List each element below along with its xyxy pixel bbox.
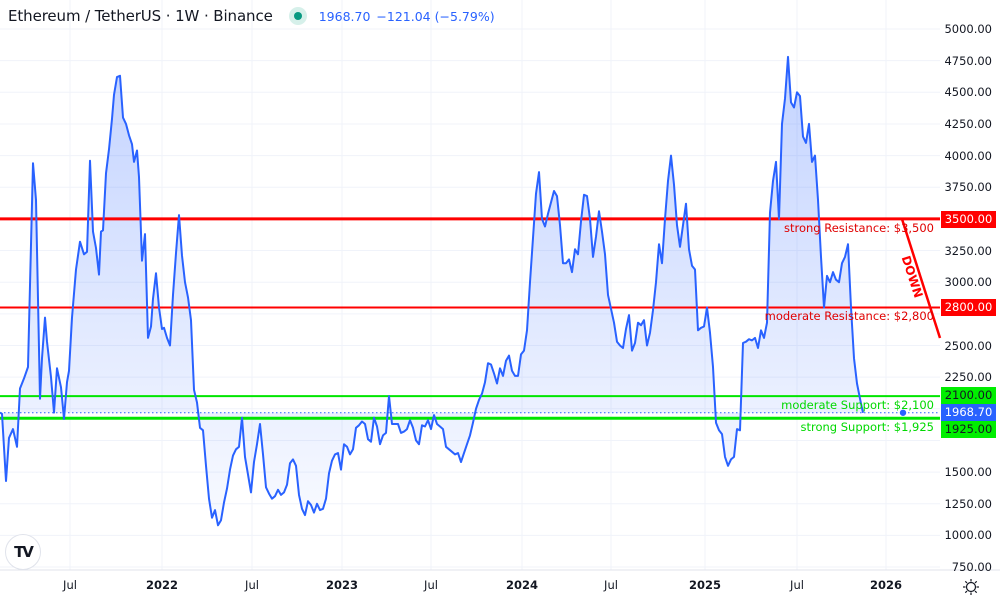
time-axis-tick: Jul [604, 578, 618, 592]
last-price: 1968.70 [318, 8, 371, 24]
price-axis-tick: 3750.00 [944, 180, 992, 195]
price-area-fill [0, 56, 863, 526]
price-axis-tick: 2500.00 [944, 338, 992, 353]
market-open-dot [293, 12, 302, 20]
market-status-icon [288, 7, 307, 25]
price-change-percent: (−5.79%) [434, 8, 495, 24]
price-axis-tick: 1250.00 [944, 496, 992, 511]
moderate-resistance-label: moderate Resistance: $2,800 [764, 309, 934, 323]
time-axis-tick: Jul [424, 578, 438, 592]
time-axis-tick: 2023 [325, 578, 359, 592]
price-axis-tick: 3000.00 [944, 275, 992, 290]
price-axis-tick: 4500.00 [944, 85, 992, 100]
time-axis-tick: 2024 [505, 578, 539, 592]
time-axis-tick: 2026 [869, 578, 903, 592]
chart-header: Ethereum / TetherUS · 1W · Binance 1968.… [0, 0, 940, 32]
price-axis-tick: 1000.00 [944, 528, 992, 543]
tradingview-logo-text: TV [14, 543, 34, 561]
moderate-support-label: moderate Support: $2,100 [781, 398, 934, 412]
time-axis-tick: Jul [790, 578, 804, 592]
price-axis-tick: 4250.00 [944, 116, 992, 131]
settings-icon[interactable] [962, 578, 980, 596]
time-axis-tick: Jul [245, 578, 259, 592]
time-axis-tick: 2022 [145, 578, 179, 592]
price-axis-tick: 750.00 [951, 560, 992, 575]
price-axis-tick: 4000.00 [944, 148, 992, 163]
last-price-dot [899, 409, 907, 416]
price-axis-tick: 4750.00 [944, 53, 992, 68]
down-trend-arrow [900, 218, 942, 339]
price-line [0, 55, 864, 527]
price-change: −121.04 [376, 8, 431, 24]
strong-resistance-price-tag: 3500.00 [941, 211, 996, 228]
level-lines [0, 217, 940, 420]
moderate-resistance-price-tag: 2800.00 [941, 299, 996, 316]
strong-support-label: strong Support: $1,925 [800, 420, 935, 434]
strong-resistance-label: strong Resistance: $3,500 [784, 221, 934, 235]
price-axis-tick: 5000.00 [944, 22, 992, 36]
tradingview-logo[interactable]: TV [5, 534, 41, 570]
strong-support-price-tag: 1925.00 [941, 421, 996, 438]
time-axis-tick: 2025 [688, 578, 722, 592]
current-price-tag: 1968.70 [941, 404, 996, 421]
time-axis-tick: Jul [63, 578, 77, 592]
moderate-support-price-tag: 2100.00 [941, 387, 996, 404]
price-axis-tick: 2250.00 [944, 370, 992, 385]
price-axis-tick: 3250.00 [944, 243, 992, 258]
symbol-title[interactable]: Ethereum / TetherUS · 1W · Binance [8, 7, 273, 25]
price-axis-tick: 1500.00 [944, 465, 992, 480]
